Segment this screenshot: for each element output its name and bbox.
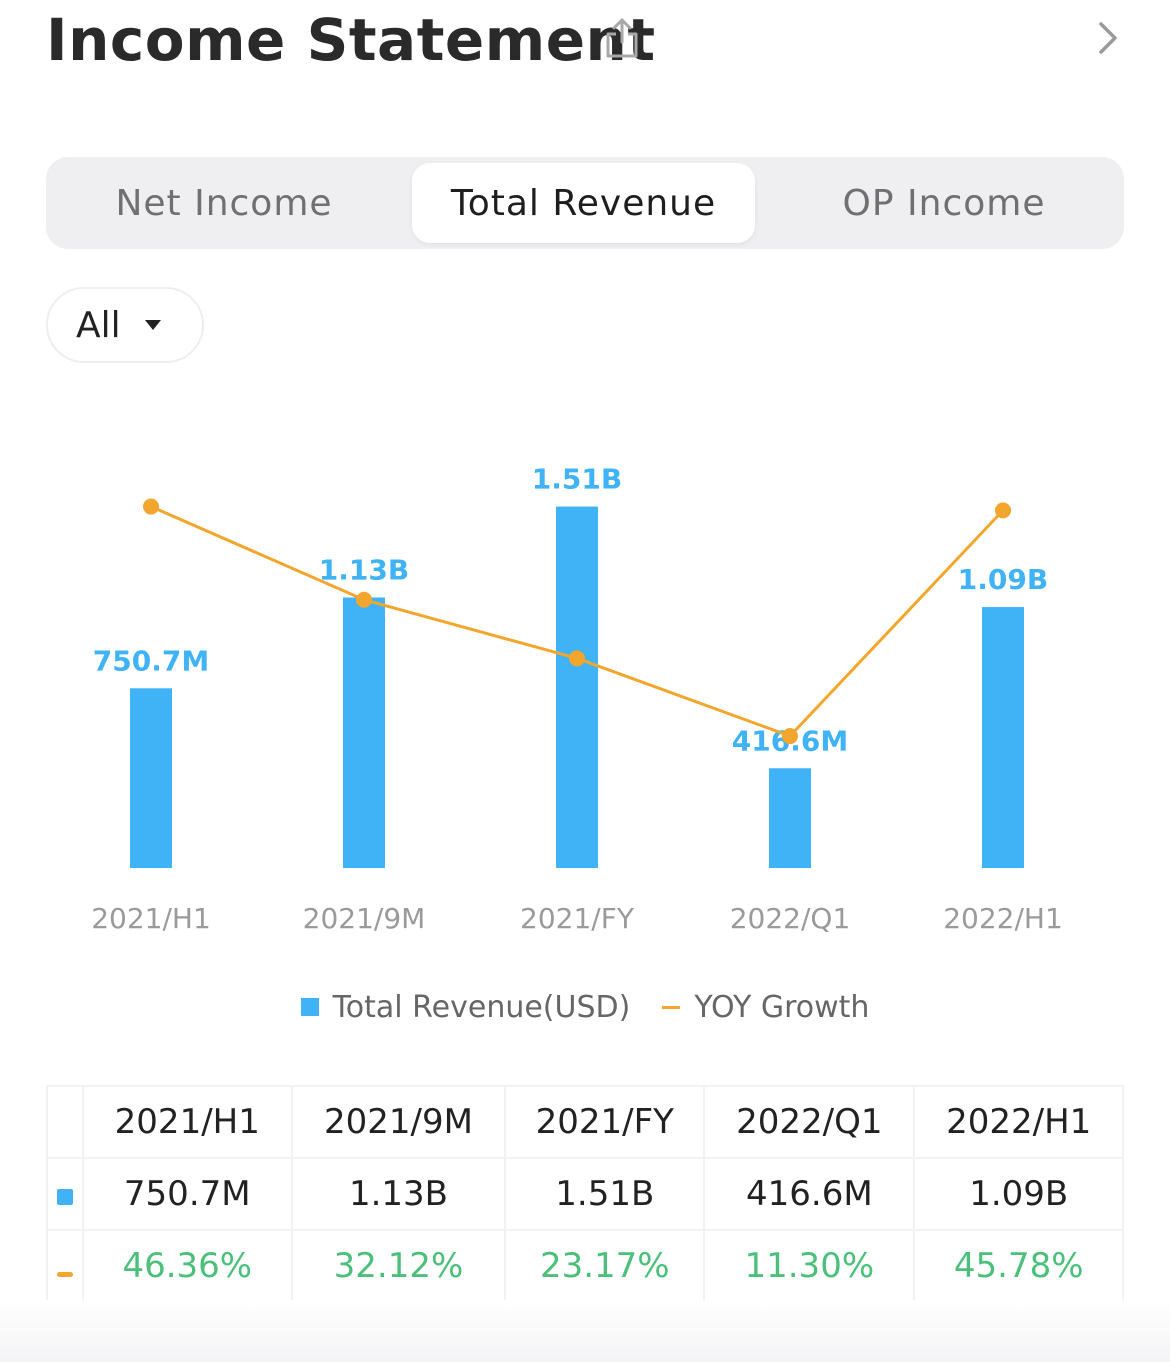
tab-total-revenue[interactable]: Total Revenue	[412, 163, 755, 243]
page-title: Income Statement	[46, 6, 656, 74]
growth-point-2022/H1	[995, 502, 1011, 519]
data-table: 2021/H1 2021/9M 2021/FY 2022/Q1 2022/H1 …	[46, 1085, 1124, 1303]
table-corner	[46, 1085, 84, 1159]
x-tick-label: 2021/9M	[303, 902, 426, 935]
legend-label-revenue: Total Revenue(USD)	[332, 989, 631, 1025]
growth-point-2021/H1	[143, 498, 159, 515]
bar-2022/Q1	[769, 768, 811, 868]
bar-marker-icon	[57, 1189, 73, 1205]
period-filter-dropdown[interactable]: All	[46, 287, 204, 363]
table-cell: 1.51B	[504, 1157, 706, 1231]
legend-label-growth: YOY Growth	[694, 989, 870, 1025]
legend-item-revenue[interactable]: Total Revenue(USD)	[300, 989, 631, 1025]
bar-data-label: 1.09B	[958, 563, 1048, 596]
growth-point-2022/Q1	[782, 728, 798, 745]
chevron-right-icon[interactable]	[1092, 18, 1124, 58]
growth-point-2021/9M	[356, 591, 372, 608]
header: Income Statement	[0, 0, 1170, 90]
row-marker	[46, 1157, 84, 1231]
bar-2021/FY	[556, 506, 598, 868]
chart-legend: Total Revenue(USD) YOY Growth	[0, 985, 1170, 1029]
period-filter-value: All	[76, 304, 121, 346]
table-header: 2021/9M	[290, 1085, 507, 1159]
table-cell: 1.13B	[290, 1157, 507, 1231]
bar-swatch-icon	[300, 998, 319, 1016]
table-header: 2021/H1	[82, 1085, 293, 1159]
growth-point-2021/FY	[569, 650, 585, 667]
bar-2021/9M	[343, 597, 385, 868]
line-marker-icon	[57, 1272, 73, 1277]
table-cell: 416.6M	[703, 1157, 916, 1231]
table-cell: 23.17%	[504, 1229, 706, 1303]
tab-net-income[interactable]: Net Income	[115, 182, 333, 224]
row-marker	[46, 1229, 84, 1303]
table-cell: 32.12%	[290, 1229, 507, 1303]
table-row-growth: 46.36% 32.12% 23.17% 11.30% 45.78%	[46, 1229, 1124, 1303]
legend-item-growth[interactable]: YOY Growth	[662, 990, 869, 1025]
x-tick-label: 2022/Q1	[730, 902, 851, 935]
table-header: 2022/H1	[913, 1085, 1124, 1159]
x-tick-label: 2021/H1	[91, 902, 211, 935]
table-header-row: 2021/H1 2021/9M 2021/FY 2022/Q1 2022/H1	[46, 1085, 1124, 1159]
table-cell: 45.78%	[913, 1229, 1124, 1303]
bar-data-label: 1.13B	[319, 554, 409, 587]
x-tick-label: 2021/FY	[520, 902, 635, 935]
bar-data-label: 750.7M	[93, 644, 209, 677]
bar-2022/H1	[982, 607, 1024, 868]
caret-down-icon	[144, 320, 161, 330]
metric-tabs: Net Income Total Revenue OP Income	[46, 157, 1124, 249]
bar-data-label: 1.51B	[532, 463, 622, 496]
tab-op-income[interactable]: OP Income	[842, 182, 1046, 224]
bottom-fade	[0, 1300, 1170, 1362]
table-cell: 1.09B	[913, 1157, 1124, 1231]
table-header: 2021/FY	[504, 1085, 706, 1159]
share-icon[interactable]	[602, 16, 642, 60]
table-header: 2022/Q1	[703, 1085, 916, 1159]
table-cell: 46.36%	[82, 1229, 293, 1303]
table-cell: 750.7M	[82, 1157, 293, 1231]
table-cell: 11.30%	[703, 1229, 916, 1303]
bar-2021/H1	[130, 688, 172, 868]
x-tick-label: 2022/H1	[943, 902, 1063, 935]
table-row-revenue: 750.7M 1.13B 1.51B 416.6M 1.09B	[46, 1157, 1124, 1231]
revenue-chart: 750.7M2021/H11.13B2021/9M1.51B2021/FY416…	[91, 463, 1063, 935]
line-swatch-icon	[662, 1005, 681, 1009]
